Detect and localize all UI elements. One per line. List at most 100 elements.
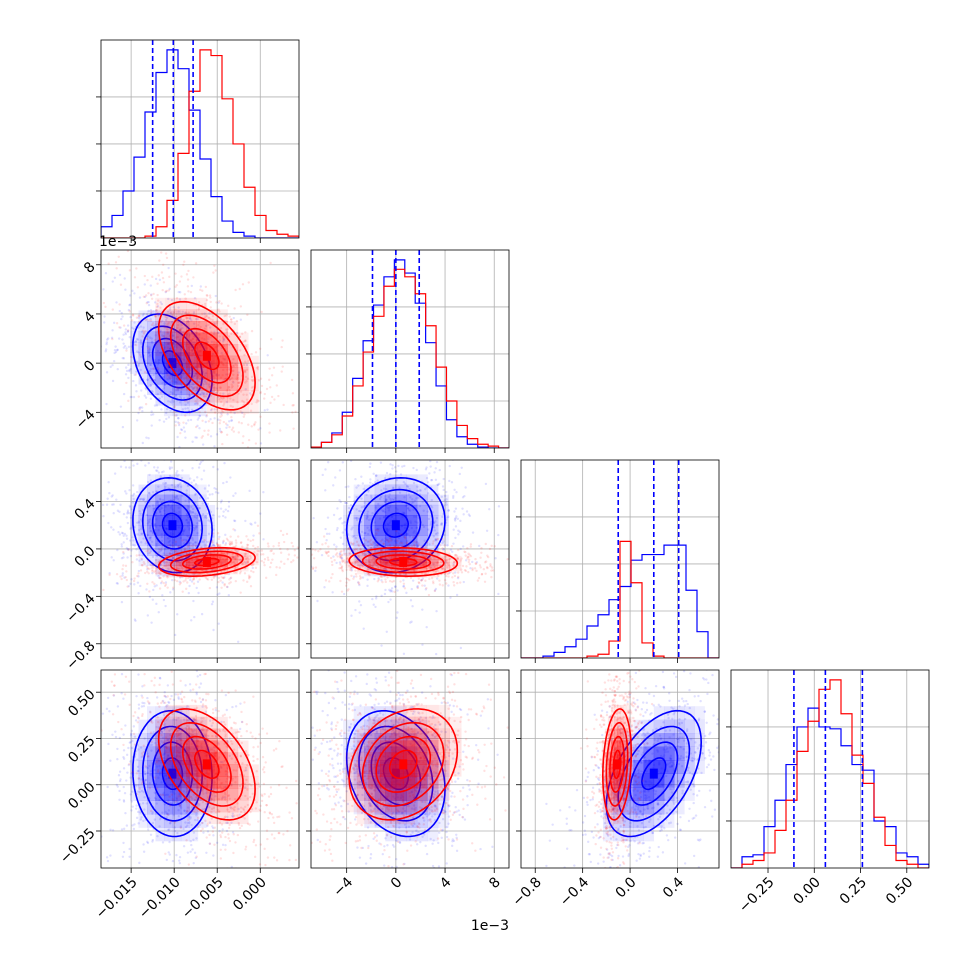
scatter-point xyxy=(146,614,150,617)
scatter-point xyxy=(190,284,194,288)
scatter-point xyxy=(346,537,349,540)
scatter-point xyxy=(287,553,291,556)
scatter-point xyxy=(460,466,463,469)
scatter-point xyxy=(192,386,195,390)
scatter-point xyxy=(146,378,149,382)
scatter-point xyxy=(335,552,339,555)
scatter-point xyxy=(388,571,392,575)
scatter-point xyxy=(279,551,283,554)
scatter-point xyxy=(245,535,248,538)
density-cell xyxy=(385,504,397,516)
scatter-point xyxy=(290,560,293,564)
scatter-point xyxy=(412,540,416,543)
scatter-point xyxy=(161,319,164,323)
scatter-point xyxy=(366,455,368,457)
scatter-point xyxy=(209,418,212,421)
scatter-point xyxy=(125,369,129,373)
scatter-point xyxy=(190,554,193,558)
density-cell xyxy=(385,535,397,546)
scatter-point xyxy=(237,421,241,424)
scatter-point xyxy=(412,466,415,470)
scatter-point xyxy=(222,552,226,555)
scatter-point xyxy=(366,532,370,536)
scatter-point xyxy=(427,556,430,559)
scatter-point xyxy=(438,579,441,582)
scatter-point xyxy=(216,319,219,323)
scatter-point xyxy=(149,563,152,566)
scatter-point xyxy=(322,535,326,538)
scatter-point xyxy=(195,525,198,529)
scatter-point xyxy=(263,558,267,561)
density-cell xyxy=(138,504,148,516)
scatter-point xyxy=(355,516,358,520)
scatter-point xyxy=(219,396,223,399)
scatter-point xyxy=(140,389,143,392)
scatter-point xyxy=(286,548,289,551)
scatter-point xyxy=(221,340,225,343)
scatter-point xyxy=(134,339,138,343)
scatter-point xyxy=(206,552,210,555)
scatter-point xyxy=(184,436,187,439)
scatter-point xyxy=(160,548,163,551)
scatter-point xyxy=(175,414,179,417)
scatter-point xyxy=(233,556,236,559)
scatter-point xyxy=(118,309,122,313)
scatter-point xyxy=(169,377,172,380)
scatter-point xyxy=(268,565,272,569)
scatter-point xyxy=(412,543,416,547)
scatter-point xyxy=(135,316,139,319)
scatter-point xyxy=(326,461,330,464)
panel-1-1 xyxy=(306,249,510,453)
scatter-point xyxy=(157,611,160,614)
scatter-point xyxy=(485,529,489,532)
scatter-point xyxy=(285,532,289,536)
scatter-point xyxy=(115,572,119,576)
scatter-point xyxy=(415,549,418,552)
scatter-point xyxy=(389,472,392,476)
scatter-point xyxy=(166,328,169,331)
scatter-point xyxy=(361,565,364,568)
scatter-point xyxy=(132,579,136,583)
scatter-point xyxy=(160,535,164,539)
scatter-point xyxy=(444,559,448,562)
scatter-point xyxy=(360,506,364,509)
scatter-point xyxy=(421,554,425,558)
scatter-point xyxy=(356,559,359,563)
scatter-point xyxy=(302,564,304,566)
density-cell xyxy=(449,568,462,572)
scatter-point xyxy=(333,543,336,546)
scatter-point xyxy=(172,329,176,332)
scatter-point xyxy=(143,562,146,566)
density-cell xyxy=(138,494,148,506)
scatter-point xyxy=(222,481,225,485)
scatter-point xyxy=(384,588,387,592)
scatter-point xyxy=(291,404,294,407)
scatter-point xyxy=(226,413,229,416)
scatter-point xyxy=(102,301,106,305)
scatter-point xyxy=(154,323,158,326)
scatter-point xyxy=(456,557,459,560)
density-cell xyxy=(206,320,218,333)
scatter-point xyxy=(345,557,349,560)
scatter-point xyxy=(408,551,411,555)
scatter-point xyxy=(338,469,342,472)
scatter-point xyxy=(467,555,470,559)
scatter-point xyxy=(195,386,199,390)
scatter-point xyxy=(234,558,238,561)
scatter-point xyxy=(341,461,345,464)
scatter-point xyxy=(169,306,172,309)
scatter-point xyxy=(344,485,347,489)
density-cell xyxy=(427,525,439,536)
scatter-point xyxy=(429,566,432,570)
density-cell xyxy=(186,320,197,333)
scatter-point xyxy=(212,271,215,274)
scatter-point xyxy=(211,421,214,425)
scatter-point xyxy=(402,582,406,585)
scatter-point xyxy=(222,338,226,342)
scatter-point xyxy=(192,276,195,279)
density-cell xyxy=(180,535,190,546)
density-cell xyxy=(186,332,197,345)
scatter-point xyxy=(436,561,440,564)
scatter-point xyxy=(194,386,197,389)
scatter-point xyxy=(391,486,395,489)
